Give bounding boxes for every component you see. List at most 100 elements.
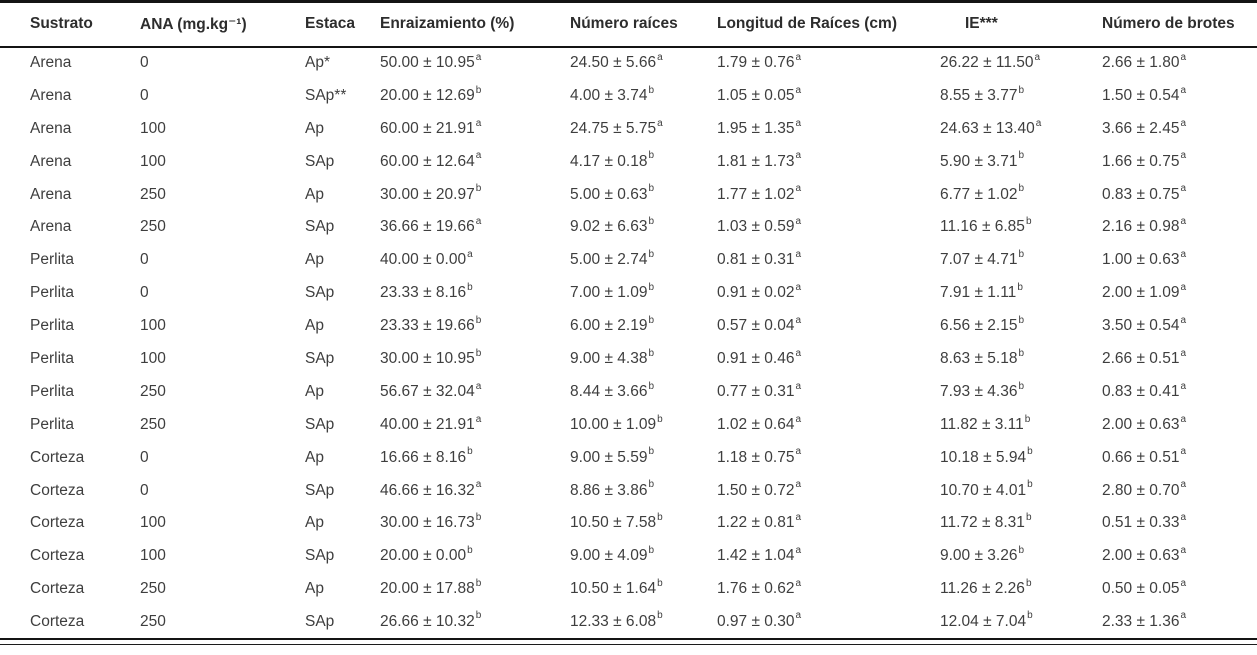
measurement-value: 60.00 ± 12.64: [380, 152, 475, 170]
measurement-value: 0.51 ± 0.33: [1102, 514, 1180, 532]
measurement-value: 20.00 ± 17.88: [380, 580, 475, 598]
measurement-value: 12.33 ± 6.08: [570, 612, 657, 630]
table-row: Corteza 250 SAp 26.66 ± 10.32b 12.33 ± 6.08b…: [0, 606, 1257, 639]
cell-ie: 26.22 ± 11.50a: [930, 47, 1092, 80]
cell-ie: 24.63 ± 13.40a: [930, 112, 1092, 145]
significance-letter: b: [467, 545, 473, 557]
measurement-value: 6.56 ± 2.15: [940, 317, 1018, 335]
cell-longitud: 0.91 ± 0.02a: [707, 277, 930, 310]
cell-ie: 10.70 ± 4.01b: [930, 474, 1092, 507]
measurement-value: 24.50 ± 5.66: [570, 54, 657, 72]
measurement-value: 40.00 ± 21.91: [380, 415, 475, 433]
significance-letter: a: [795, 52, 802, 64]
significance-letter: a: [795, 512, 802, 524]
cell-num_raices: 24.75 ± 5.75a: [560, 112, 707, 145]
cell-longitud: 1.42 ± 1.04a: [707, 540, 930, 573]
cell-ana: 100: [140, 119, 166, 137]
measurement-value: 23.33 ± 8.16: [380, 284, 467, 302]
cell-longitud: 1.02 ± 0.64a: [707, 408, 930, 441]
significance-letter: b: [475, 314, 482, 326]
cell-enraizamiento: 20.00 ± 12.69b: [370, 79, 560, 112]
measurement-value: 0.57 ± 0.04: [717, 317, 795, 335]
cell-num_raices: 8.86 ± 3.86b: [560, 474, 707, 507]
measurement-value: 10.50 ± 1.64: [570, 580, 657, 598]
measurement-value: 9.00 ± 4.09: [570, 547, 648, 565]
significance-letter: b: [657, 512, 663, 524]
cell-longitud: 1.81 ± 1.73a: [707, 145, 930, 178]
significance-letter: b: [1027, 479, 1033, 491]
cell-estaca: Ap: [305, 119, 324, 137]
cell-sustrato: Perlita: [30, 382, 74, 400]
cell-longitud: 0.57 ± 0.04a: [707, 310, 930, 343]
cell-num_raices: 4.00 ± 3.74b: [560, 79, 707, 112]
significance-letter: b: [648, 216, 655, 228]
cell-num_raices: 9.00 ± 5.59b: [560, 441, 707, 474]
cell-ie: 12.04 ± 7.04b: [930, 606, 1092, 639]
cell-num_raices: 9.02 ± 6.63b: [560, 211, 707, 244]
table-row: Perlita 250 SAp 40.00 ± 21.91a 10.00 ± 1.09b…: [0, 408, 1257, 441]
significance-letter: b: [657, 413, 663, 425]
cell-estaca: Ap: [305, 382, 324, 400]
cell-num_raices: 12.33 ± 6.08b: [560, 606, 707, 639]
cell-ana: 100: [140, 349, 166, 367]
cell-estaca: Ap: [305, 251, 324, 269]
cell-ie: 9.00 ± 3.26b: [930, 540, 1092, 573]
cell-ie: 6.56 ± 2.15b: [930, 310, 1092, 343]
table-row: Corteza 0 SAp 46.66 ± 16.32a 8.86 ± 3.86b 1.5…: [0, 474, 1257, 507]
measurement-value: 1.05 ± 0.05: [717, 86, 795, 104]
cell-sustrato: Perlita: [30, 415, 74, 433]
cell-num_raices: 4.17 ± 0.18b: [560, 145, 707, 178]
measurement-value: 12.04 ± 7.04: [940, 612, 1027, 630]
cell-num_raices: 10.50 ± 1.64b: [560, 573, 707, 606]
col-header-num_raices: Número raíces: [560, 1, 707, 48]
cell-sustrato: Arena: [30, 119, 72, 137]
significance-letter: a: [795, 117, 802, 129]
cell-ana: 100: [140, 152, 166, 170]
cell-num_raices: 10.50 ± 7.58b: [560, 507, 707, 540]
table-row: Arena 250 Ap 30.00 ± 20.97b 5.00 ± 0.63b 1.77…: [0, 178, 1257, 211]
cell-longitud: 1.22 ± 0.81a: [707, 507, 930, 540]
measurement-value: 0.97 ± 0.30: [717, 612, 795, 630]
measurement-value: 1.79 ± 0.76: [717, 54, 795, 72]
significance-letter: a: [1180, 545, 1187, 557]
cell-enraizamiento: 56.67 ± 32.04a: [370, 375, 560, 408]
measurement-value: 1.50 ± 0.54: [1102, 86, 1180, 104]
significance-letter: b: [648, 183, 655, 195]
table-row: Arena 250 SAp 36.66 ± 19.66a 9.02 ± 6.63b 1.0…: [0, 211, 1257, 244]
cell-brotes: 3.50 ± 0.54a: [1092, 310, 1257, 343]
col-header-ie: IE***: [930, 1, 1092, 48]
significance-letter: b: [1018, 347, 1025, 359]
significance-letter: b: [1018, 380, 1025, 392]
cell-sustrato: Arena: [30, 152, 72, 170]
measurement-value: 11.72 ± 8.31: [940, 514, 1025, 532]
significance-letter: a: [795, 282, 802, 294]
cell-estaca: SAp: [305, 415, 335, 433]
cell-ie: 8.63 ± 5.18b: [930, 343, 1092, 376]
measurement-value: 1.77 ± 1.02: [717, 185, 795, 203]
significance-letter: a: [1180, 380, 1187, 392]
significance-letter: b: [657, 610, 663, 622]
measurement-value: 1.42 ± 1.04: [717, 547, 795, 565]
cell-ie: 11.82 ± 3.11b: [930, 408, 1092, 441]
cell-ana: 250: [140, 382, 166, 400]
cell-ana: 0: [140, 251, 149, 269]
cell-ie: 11.16 ± 6.85b: [930, 211, 1092, 244]
significance-letter: b: [648, 84, 655, 96]
cell-sustrato: Corteza: [30, 580, 85, 598]
measurement-value: 9.02 ± 6.63: [570, 218, 648, 236]
cell-estaca: SAp: [305, 481, 335, 499]
significance-letter: b: [475, 347, 482, 359]
measurement-value: 4.00 ± 3.74: [570, 86, 648, 104]
cell-brotes: 0.66 ± 0.51a: [1092, 441, 1257, 474]
cell-enraizamiento: 26.66 ± 10.32b: [370, 606, 560, 639]
measurement-value: 20.00 ± 0.00: [380, 547, 467, 565]
significance-letter: b: [1018, 249, 1025, 261]
cell-brotes: 2.16 ± 0.98a: [1092, 211, 1257, 244]
significance-letter: a: [1180, 183, 1187, 195]
significance-letter: b: [1025, 512, 1032, 524]
col-header-sustrato: Sustrato: [0, 1, 130, 48]
measurement-value: 1.03 ± 0.59: [717, 218, 795, 236]
measurement-value: 40.00 ± 0.00: [380, 251, 467, 269]
cell-estaca: Ap: [305, 514, 324, 532]
